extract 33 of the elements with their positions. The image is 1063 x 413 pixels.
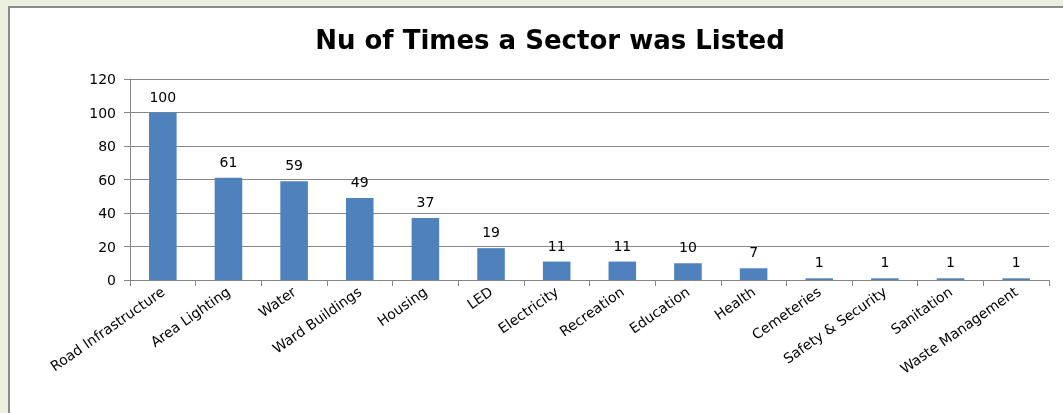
bar — [542, 261, 571, 280]
bar — [674, 263, 702, 280]
bar — [280, 181, 308, 280]
data-label: 49 — [350, 173, 369, 190]
y-tick-label: 20 — [98, 238, 116, 255]
data-label: 10 — [679, 239, 697, 256]
data-label: 100 — [149, 88, 177, 105]
bar — [214, 177, 243, 280]
data-label: 1 — [1011, 254, 1021, 271]
chart-title: Nu of Times a Sector was Listed — [315, 25, 785, 55]
y-tick-label: 60 — [98, 171, 116, 188]
data-label: 1 — [814, 254, 824, 271]
bar — [411, 218, 440, 280]
y-tick-label: 120 — [89, 71, 116, 87]
y-tick-label: 40 — [98, 205, 116, 221]
data-label: 59 — [285, 157, 304, 174]
data-label: 11 — [613, 237, 632, 254]
y-tick-label: 0 — [107, 272, 116, 288]
y-tick-label: 80 — [98, 138, 116, 154]
data-label: 1 — [946, 254, 955, 271]
bar — [345, 197, 374, 280]
data-label: 7 — [749, 244, 759, 261]
data-label: 19 — [482, 224, 500, 241]
bar — [739, 268, 768, 280]
data-label: 61 — [219, 153, 238, 170]
x-tick-label: LED — [463, 283, 496, 313]
bar — [149, 112, 177, 280]
bar — [477, 248, 505, 280]
data-label: 37 — [416, 194, 435, 211]
y-tick-label: 100 — [89, 104, 116, 121]
bar — [608, 261, 637, 280]
data-label: 11 — [547, 237, 566, 254]
data-label: 1 — [880, 254, 890, 271]
